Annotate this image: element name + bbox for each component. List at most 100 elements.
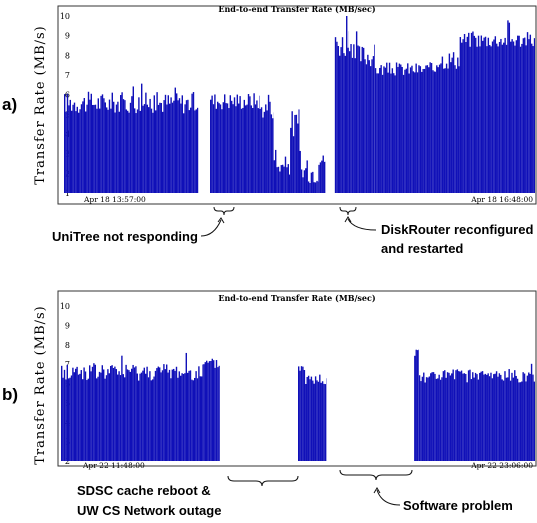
bar-a-0-52 — [137, 109, 138, 193]
brace-a2 — [340, 207, 356, 215]
bar-b-5-79 — [529, 374, 530, 461]
bar-a-0-60 — [148, 107, 149, 193]
bar-a-2-0 — [259, 109, 260, 193]
bar-a-0-9 — [77, 107, 78, 193]
bar-a-11-43 — [520, 47, 521, 193]
bar-a-0-22 — [95, 105, 96, 193]
bar-a-5-5 — [307, 160, 308, 193]
bar-b-0-21 — [90, 371, 91, 461]
bar-a-0-12 — [81, 104, 82, 193]
bar-a-0-17 — [88, 92, 89, 193]
bar-b-5-7 — [429, 376, 430, 461]
bar-a-9-16 — [397, 67, 398, 193]
bar-a-0-36 — [114, 113, 115, 194]
bar-b-5-40 — [475, 373, 476, 461]
bar-a-9-19 — [401, 67, 402, 193]
arrow-a2 — [348, 219, 376, 230]
bar-a-8-17 — [373, 56, 374, 193]
bar-a-8-15 — [370, 66, 371, 193]
bar-a-0-49 — [133, 86, 134, 193]
bar-b-3-10 — [319, 375, 320, 461]
bar-b-3-5 — [312, 381, 313, 461]
bar-b-0-52 — [134, 367, 135, 461]
bar-a-9-18 — [400, 65, 401, 193]
bar-a-1-6 — [218, 103, 219, 193]
bar-a-9-28 — [414, 72, 415, 193]
bar-b-1-9 — [216, 360, 217, 461]
bar-a-11-16 — [482, 41, 483, 193]
bar-a-0-44 — [126, 109, 127, 193]
bar-a-11-5 — [467, 37, 468, 193]
bar-a-7-6 — [343, 53, 344, 193]
bar-a-1-14 — [230, 95, 231, 193]
bar-b-0-91 — [188, 371, 189, 461]
bar-b-0-14 — [81, 370, 82, 461]
bar-a-5-7 — [309, 183, 310, 193]
bar-b-5-28 — [458, 371, 459, 461]
bar-a-0-51 — [135, 113, 136, 193]
bar-b-5-35 — [468, 370, 469, 461]
bar-b-5-5 — [426, 377, 427, 461]
bar-a-11-24 — [493, 40, 494, 193]
bar-a-5-10 — [314, 182, 315, 193]
bar-a-0-92 — [193, 92, 194, 193]
bar-a-1-33 — [256, 100, 257, 193]
bar-b-0-40 — [117, 375, 118, 461]
chart-title-a: End-to-end Transfer Rate (MB/sec) — [218, 4, 375, 14]
bar-b-5-54 — [494, 374, 495, 461]
bar-a-11-51 — [531, 44, 532, 193]
bar-b-0-24 — [95, 365, 96, 461]
bar-a-3-2 — [276, 167, 277, 193]
bar-a-0-31 — [107, 110, 108, 193]
bar-a-11-44 — [521, 44, 522, 193]
bar-b-0-10 — [75, 369, 76, 461]
bar-a-11-4 — [465, 42, 466, 193]
bar-b-0-8 — [72, 368, 73, 461]
bar-b-5-48 — [486, 375, 487, 461]
bar-b-5-44 — [480, 372, 481, 461]
bar-a-7-3 — [339, 56, 340, 193]
bar-a-0-21 — [93, 105, 94, 193]
bar-b-0-35 — [110, 366, 111, 461]
bar-b-0-30 — [103, 369, 104, 461]
bar-a-0-2 — [67, 94, 68, 193]
bar-b-5-21 — [448, 373, 449, 461]
chart-b: b) Transfer Rate (MB/s) End-to-end Trans… — [2, 291, 536, 518]
bar-b-5-69 — [515, 376, 516, 461]
y-tick-a-9: 9 — [65, 32, 70, 41]
bar-a-3-9 — [286, 167, 287, 193]
bar-a-7-8 — [346, 16, 347, 193]
bar-a-10-9 — [449, 54, 450, 193]
bar-a-4-2 — [293, 136, 294, 193]
bar-a-7-5 — [342, 37, 343, 193]
bar-b-5-11 — [434, 374, 435, 461]
bar-a-11-27 — [497, 46, 498, 193]
bar-a-1-24 — [244, 100, 245, 193]
bar-a-0-84 — [182, 95, 183, 193]
bar-a-11-41 — [517, 36, 518, 193]
bar-b-5-75 — [524, 374, 525, 461]
bar-b-5-56 — [497, 377, 498, 461]
bar-b-0-79 — [172, 370, 173, 461]
bar-b-3-12 — [322, 381, 323, 461]
bar-b-0-29 — [102, 365, 103, 461]
bar-b-0-41 — [118, 371, 119, 461]
bar-a-1-29 — [251, 105, 252, 193]
bar-b-0-32 — [106, 375, 107, 461]
bar-a-10-11 — [451, 58, 452, 193]
bar-a-0-83 — [180, 104, 181, 193]
bar-a-9-6 — [383, 66, 384, 193]
bar-a-10-2 — [439, 65, 440, 193]
bar-b-5-70 — [517, 379, 518, 461]
bar-b-5-41 — [476, 374, 477, 461]
bar-a-2-9 — [272, 118, 273, 193]
bar-a-9-21 — [404, 70, 405, 193]
bar-b-0-60 — [145, 374, 146, 461]
bar-a-11-21 — [489, 45, 490, 193]
bar-a-0-15 — [85, 111, 86, 193]
bar-b-5-66 — [511, 373, 512, 461]
bar-b-4-3 — [418, 350, 419, 461]
bar-a-0-73 — [166, 105, 167, 193]
bar-a-3-3 — [278, 167, 279, 193]
bar-b-4-1 — [416, 350, 417, 461]
